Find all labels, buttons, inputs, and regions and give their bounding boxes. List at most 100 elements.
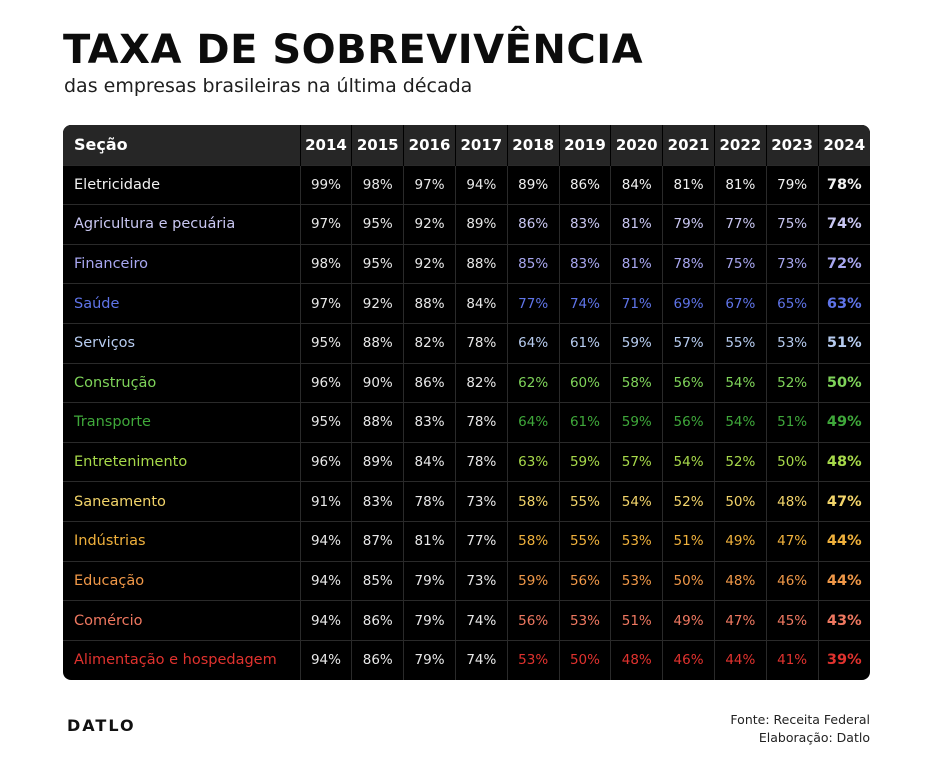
table-cell: 94% bbox=[300, 639, 353, 680]
table-cell: 77% bbox=[455, 520, 508, 562]
table-cell: 63% bbox=[507, 441, 560, 482]
table-cell: 48% bbox=[766, 481, 819, 522]
table-cell: 43% bbox=[818, 600, 870, 641]
column-header-2021: 2021 bbox=[662, 125, 715, 165]
table-cell: 41% bbox=[766, 639, 819, 680]
table-cell: 81% bbox=[714, 164, 767, 205]
table-cell: 77% bbox=[714, 204, 767, 245]
table-body: Eletricidade 99% 98% 97% 94% 89% 86% 84% 81% 81% 7… bbox=[63, 164, 870, 680]
table-cell: 45% bbox=[766, 600, 819, 641]
table-row: Educação 94% 85% 79% 73% 59% 56% 53% 50% 48% 46% 44… bbox=[63, 560, 870, 601]
table-cell: 92% bbox=[403, 243, 456, 284]
table-row: Entretenimento 96% 89% 84% 78% 63% 59% 57% 54% 52… bbox=[63, 441, 870, 482]
table-row: Alimentação e hospedagem 94% 86% 79% 74% 53% 5… bbox=[63, 639, 870, 680]
table-cell: 51% bbox=[662, 520, 715, 562]
table-cell: 81% bbox=[403, 520, 456, 562]
table-cell: 60% bbox=[559, 362, 612, 403]
row-label: Indústrias bbox=[63, 520, 301, 562]
table-cell: 91% bbox=[300, 481, 353, 522]
row-label: Transporte bbox=[63, 402, 301, 443]
table-cell: 83% bbox=[559, 204, 612, 245]
table-cell: 59% bbox=[559, 441, 612, 482]
table-cell: 44% bbox=[818, 560, 870, 601]
row-label: Educação bbox=[63, 560, 301, 601]
table-cell: 46% bbox=[766, 560, 819, 601]
table-cell: 49% bbox=[714, 520, 767, 562]
table-cell: 78% bbox=[818, 164, 870, 205]
table-cell: 97% bbox=[300, 204, 353, 245]
table-cell: 94% bbox=[300, 600, 353, 641]
table-cell: 56% bbox=[507, 600, 560, 641]
table-cell: 74% bbox=[559, 283, 612, 324]
table-cell: 55% bbox=[714, 322, 767, 364]
row-label: Serviços bbox=[63, 322, 301, 364]
table-cell: 75% bbox=[766, 204, 819, 245]
table-cell: 51% bbox=[766, 402, 819, 443]
table-cell: 59% bbox=[507, 560, 560, 601]
column-header-2018: 2018 bbox=[507, 125, 560, 165]
table-cell: 47% bbox=[818, 481, 870, 522]
table-cell: 53% bbox=[559, 600, 612, 641]
table-cell: 81% bbox=[610, 204, 664, 245]
table-cell: 59% bbox=[610, 402, 664, 443]
table-cell: 63% bbox=[818, 283, 870, 324]
table-cell: 79% bbox=[403, 600, 456, 641]
table-cell: 89% bbox=[455, 204, 508, 245]
table-row: Transporte 95% 88% 83% 78% 64% 61% 59% 56% 54% 51%… bbox=[63, 402, 870, 443]
row-label: Alimentação e hospedagem bbox=[63, 639, 301, 680]
table-cell: 87% bbox=[351, 520, 405, 562]
table-cell: 50% bbox=[714, 481, 767, 522]
row-label: Comércio bbox=[63, 600, 301, 641]
table-cell: 78% bbox=[662, 243, 715, 284]
table-cell: 73% bbox=[455, 481, 508, 522]
table-cell: 55% bbox=[559, 481, 612, 522]
table-cell: 96% bbox=[300, 441, 353, 482]
table-cell: 52% bbox=[662, 481, 715, 522]
table-cell: 92% bbox=[351, 283, 405, 324]
table-cell: 48% bbox=[818, 441, 870, 482]
table-cell: 86% bbox=[559, 164, 612, 205]
table-cell: 51% bbox=[818, 322, 870, 364]
table-cell: 67% bbox=[714, 283, 767, 324]
table-cell: 81% bbox=[662, 164, 715, 205]
table-cell: 86% bbox=[403, 362, 456, 403]
source-text: Fonte: Receita Federal bbox=[730, 712, 870, 727]
row-label: Entretenimento bbox=[63, 441, 301, 482]
datlo-logo: DATLO bbox=[67, 716, 136, 735]
column-header-2015: 2015 bbox=[351, 125, 405, 165]
table-cell: 84% bbox=[610, 164, 664, 205]
column-header-2024: 2024 bbox=[823, 135, 866, 154]
table-cell: 96% bbox=[300, 362, 353, 403]
column-header-2020: 2020 bbox=[610, 125, 664, 165]
table-cell: 54% bbox=[662, 441, 715, 482]
table-cell: 83% bbox=[351, 481, 405, 522]
table-cell: 75% bbox=[714, 243, 767, 284]
table-cell: 59% bbox=[610, 322, 664, 364]
table-cell: 98% bbox=[351, 164, 405, 205]
table-cell: 89% bbox=[351, 441, 405, 482]
table-cell: 84% bbox=[403, 441, 456, 482]
table-row: Serviços 95% 88% 82% 78% 64% 61% 59% 57% 55% 53% 51… bbox=[63, 322, 870, 364]
survival-table-container: Seção 2014 2015 2016 2017 2018 2019 2020 2021 20… bbox=[63, 125, 870, 680]
table-cell: 55% bbox=[559, 520, 612, 562]
table-row: Indústrias 94% 87% 81% 77% 58% 55% 53% 51% 49% 47%… bbox=[63, 520, 870, 562]
table-cell: 57% bbox=[610, 441, 664, 482]
table-cell: 50% bbox=[818, 362, 870, 403]
table-cell: 64% bbox=[507, 322, 560, 364]
table-cell: 88% bbox=[403, 283, 456, 324]
table-cell: 62% bbox=[507, 362, 560, 403]
table-cell: 74% bbox=[455, 639, 508, 680]
table-cell: 71% bbox=[610, 283, 664, 324]
table-cell: 72% bbox=[818, 243, 870, 284]
table-cell: 82% bbox=[455, 362, 508, 403]
table-cell: 47% bbox=[766, 520, 819, 562]
table-cell: 78% bbox=[455, 322, 508, 364]
credit-text: Elaboração: Datlo bbox=[758, 730, 870, 745]
column-header-2019: 2019 bbox=[559, 125, 612, 165]
table-cell: 69% bbox=[662, 283, 715, 324]
column-header-2016: 2016 bbox=[403, 125, 456, 165]
table-cell: 49% bbox=[662, 600, 715, 641]
table-cell: 86% bbox=[507, 204, 560, 245]
table-cell: 94% bbox=[300, 560, 353, 601]
table-cell: 54% bbox=[714, 362, 767, 403]
